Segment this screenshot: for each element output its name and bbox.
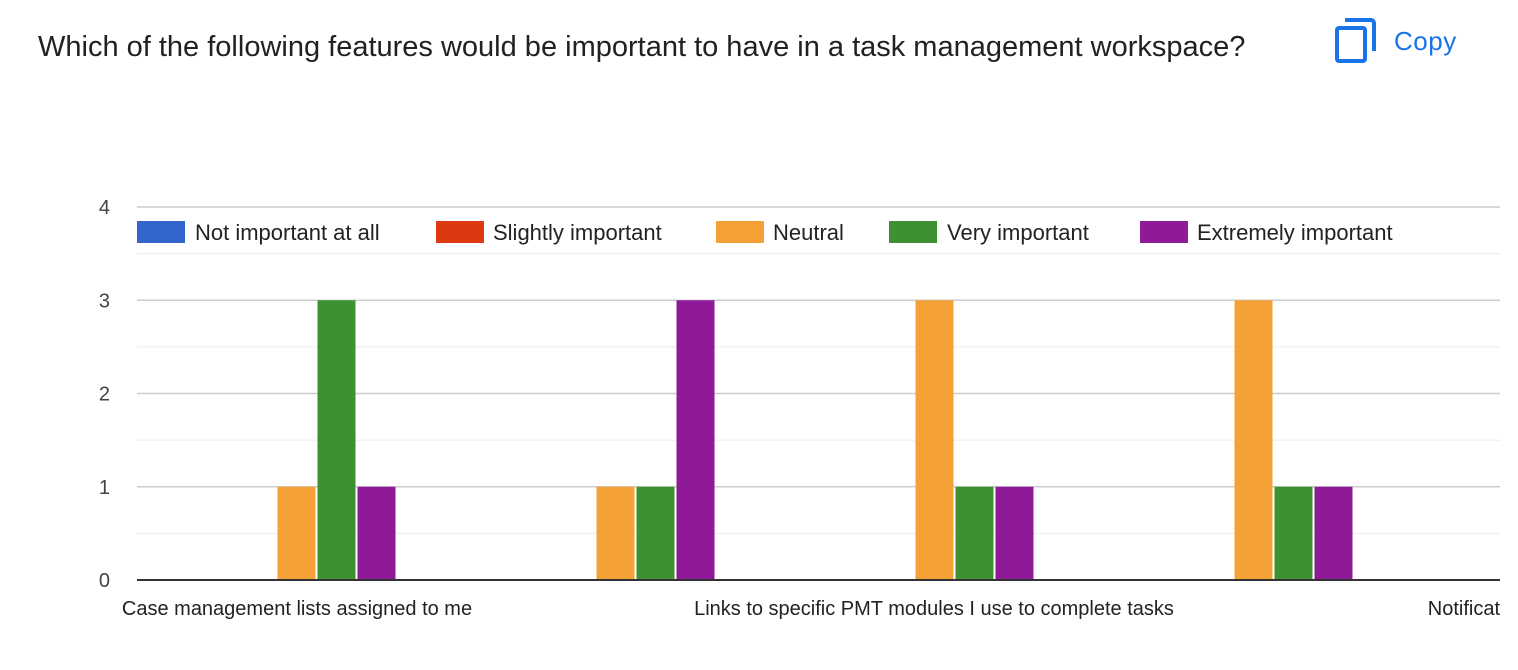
- legend-label: Neutral: [773, 220, 844, 245]
- bar: [955, 486, 994, 580]
- y-tick-label: 4: [99, 197, 110, 219]
- legend-label: Extremely important: [1197, 220, 1393, 245]
- bar: [676, 300, 715, 580]
- legend-swatch: [1140, 221, 1188, 243]
- y-tick-label: 3: [99, 290, 110, 312]
- legend-swatch: [889, 221, 937, 243]
- legend-swatch: [436, 221, 484, 243]
- legend-label: Very important: [947, 220, 1089, 245]
- copy-button-label: Copy: [1394, 25, 1457, 56]
- bar: [357, 486, 396, 580]
- copy-icon: [1335, 18, 1376, 63]
- legend-swatch: [716, 221, 764, 243]
- y-tick-label: 0: [99, 570, 110, 592]
- legend-label: Slightly important: [493, 220, 662, 245]
- question-title: Which of the following features would be…: [38, 31, 1246, 63]
- bar: [1274, 486, 1313, 580]
- x-category-label: Case management lists assigned to me: [122, 598, 472, 620]
- legend-swatch: [137, 221, 185, 243]
- bar: [1314, 486, 1353, 580]
- bar: [1234, 300, 1273, 580]
- x-category-label: Notificat: [1428, 598, 1501, 620]
- bar: [636, 486, 675, 580]
- bar: [915, 300, 954, 580]
- x-category-label: Links to specific PMT modules I use to c…: [694, 598, 1174, 620]
- bar: [277, 486, 316, 580]
- bar: [596, 486, 635, 580]
- legend-label: Not important at all: [195, 220, 380, 245]
- copy-button[interactable]: Copy: [1334, 16, 1457, 66]
- bar: [317, 300, 356, 580]
- bar: [995, 486, 1034, 580]
- y-tick-label: 1: [99, 477, 110, 499]
- y-tick-label: 2: [99, 384, 110, 406]
